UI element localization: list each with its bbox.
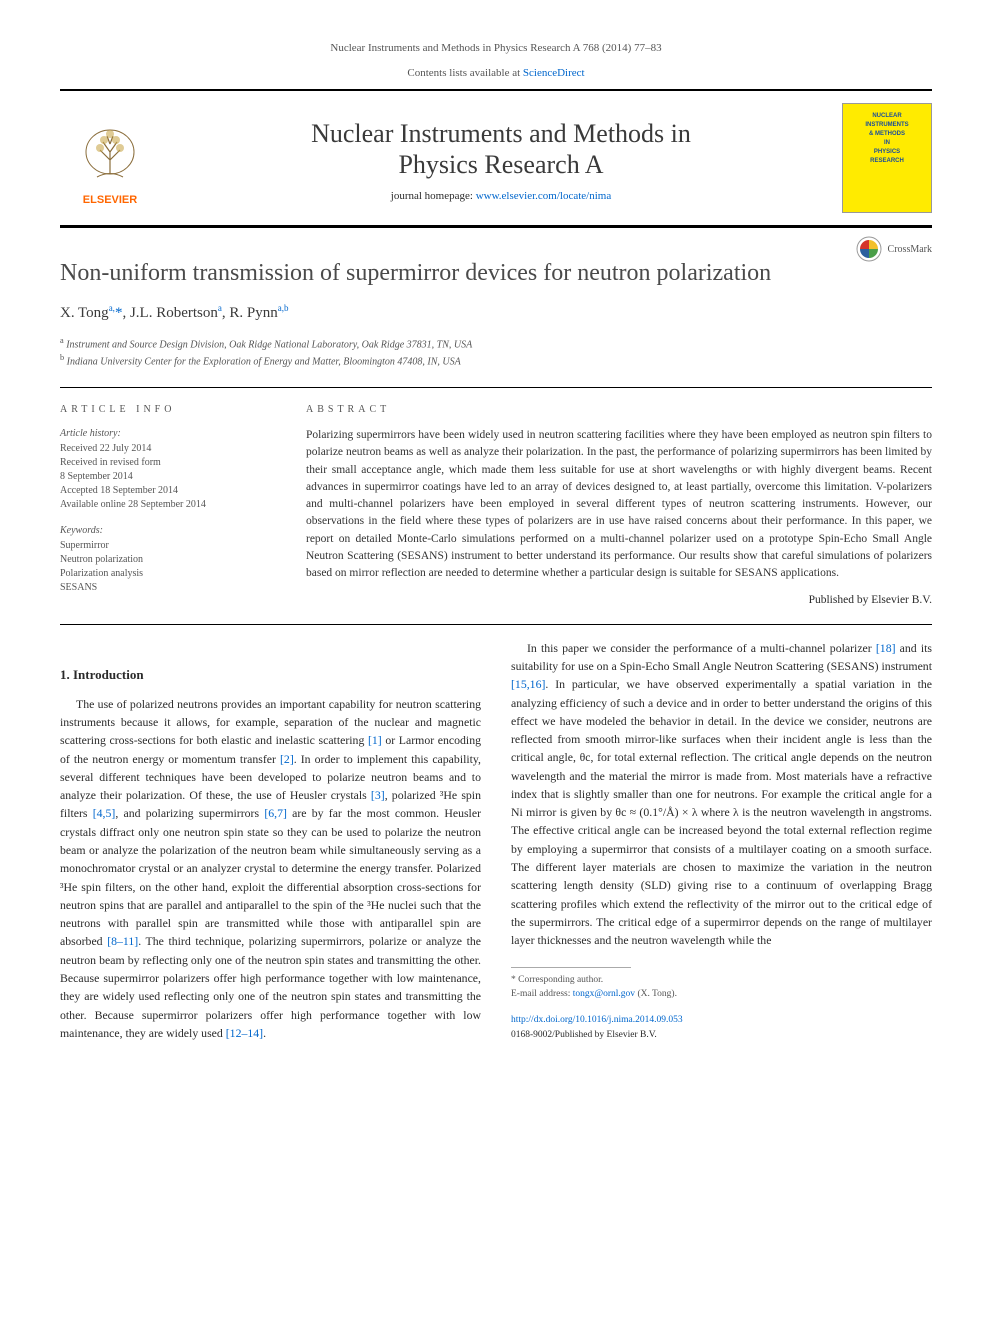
crossmark-icon [856,236,882,262]
received-date: Received 22 July 2014 [60,442,270,456]
revised-date-2: 8 September 2014 [60,470,270,484]
divider [60,387,932,388]
email-label: E-mail address: [511,989,573,999]
journal-homepage-link[interactable]: www.elsevier.com/locate/nima [476,190,612,202]
citation-link[interactable]: [8–11] [107,934,138,948]
citation-link[interactable]: [15,16] [511,677,545,691]
footer-meta: http://dx.doi.org/10.1016/j.nima.2014.09… [511,1013,932,1042]
sciencedirect-link-row: Contents lists available at ScienceDirec… [60,65,932,82]
sciencedirect-link[interactable]: ScienceDirect [523,67,585,79]
author-email-link[interactable]: tongx@ornl.gov [573,989,635,999]
elsevier-tree-icon [75,122,145,192]
footnote-separator [511,967,631,968]
keyword: Supermirror [60,539,270,553]
abstract-heading: ABSTRACT [306,402,932,417]
citation-link[interactable]: [4,5] [93,806,116,820]
keyword: Polarization analysis [60,567,270,581]
journal-name: Nuclear Instruments and Methods inPhysic… [180,118,822,180]
journal-homepage: journal homepage: www.elsevier.com/locat… [180,188,822,205]
author-list: X. Tonga,*, J.L. Robertsona, R. Pynna,b [60,302,932,325]
affiliations: a Instrument and Source Design Division,… [60,335,932,370]
issn-line: 0168-9002/Published by Elsevier B.V. [511,1028,932,1043]
abstract: ABSTRACT Polarizing supermirrors have be… [306,402,932,610]
body-paragraph: The use of polarized neutrons provides a… [60,695,481,1042]
citation-link[interactable]: [12–14] [226,1026,263,1040]
citation-link[interactable]: [1] [368,733,382,747]
history-label: Article history: [60,427,270,441]
online-date: Available online 28 September 2014 [60,498,270,512]
keyword: SESANS [60,581,270,595]
body-paragraph: In this paper we consider the performanc… [511,639,932,950]
accepted-date: Accepted 18 September 2014 [60,484,270,498]
crossmark-badge[interactable]: CrossMark [856,236,932,262]
abstract-copyright: Published by Elsevier B.V. [306,592,932,609]
keywords-label: Keywords: [60,524,270,538]
section-heading-intro: 1. Introduction [60,665,481,685]
elsevier-logo: ELSEVIER [60,108,160,208]
keyword: Neutron polarization [60,553,270,567]
journal-cover-thumbnail: NUCLEAR INSTRUMENTS & METHODS IN PHYSICS… [842,103,932,213]
citation-link[interactable]: [6,7] [264,806,287,820]
article-body: 1. Introduction The use of polarized neu… [60,639,932,1043]
abstract-text: Polarizing supermirrors have been widely… [306,427,932,582]
revised-date: Received in revised form [60,456,270,470]
citation-link[interactable]: [2] [280,752,294,766]
article-info-heading: ARTICLE INFO [60,402,270,417]
citation-link[interactable]: [3] [371,788,385,802]
journal-header: ELSEVIER Nuclear Instruments and Methods… [60,89,932,228]
footnotes: * Corresponding author. E-mail address: … [511,974,932,1001]
corresponding-author: * Corresponding author. [511,974,932,987]
doi-link[interactable]: http://dx.doi.org/10.1016/j.nima.2014.09… [511,1015,683,1025]
citation-link[interactable]: [18] [876,641,896,655]
divider [60,624,932,625]
article-info: ARTICLE INFO Article history: Received 2… [60,402,270,610]
journal-citation: Nuclear Instruments and Methods in Physi… [60,40,932,57]
article-title: Non-uniform transmission of supermirror … [60,258,932,288]
